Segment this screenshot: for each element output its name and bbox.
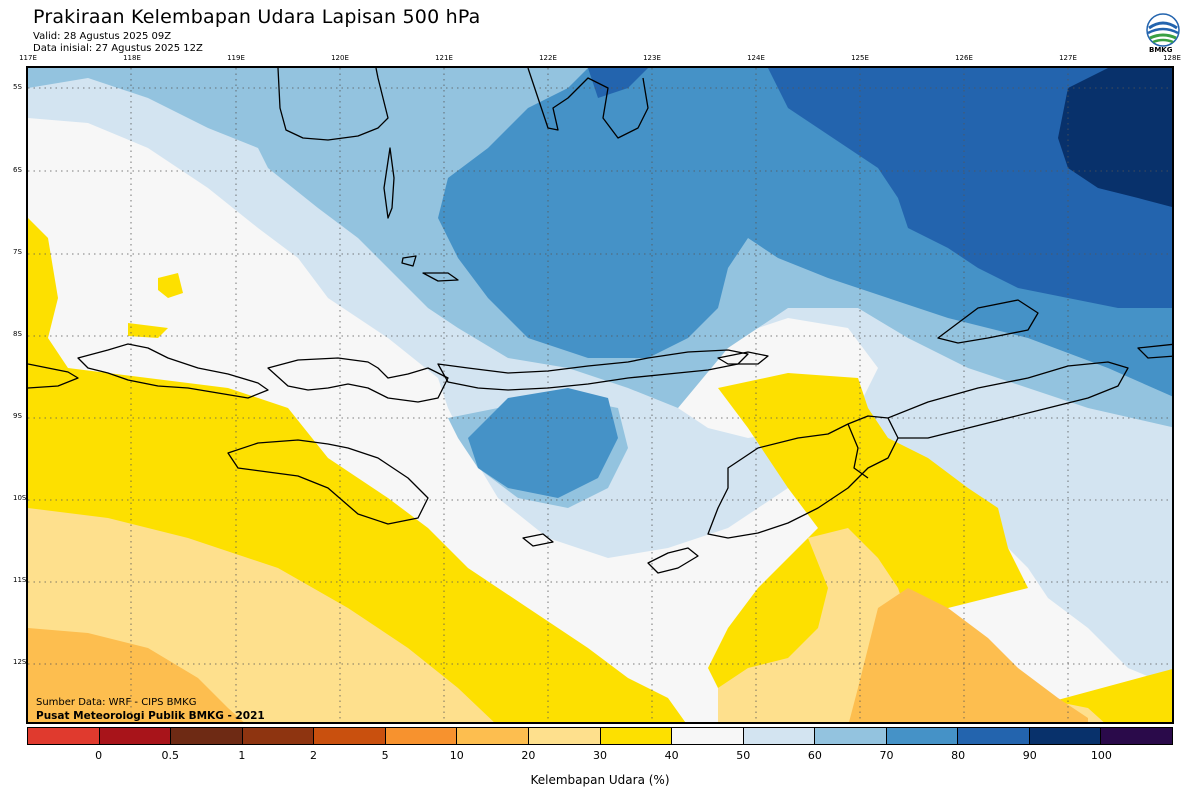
colorbar-segment (242, 728, 315, 744)
colorbar-segment (815, 728, 887, 744)
colorbar-segment (528, 728, 601, 744)
coast-timor (707, 415, 899, 539)
colorbar-segment (385, 728, 458, 744)
coast-lombok (77, 343, 269, 399)
coast-timor-east (887, 361, 1129, 439)
colorbar-tick-label: 60 (807, 749, 822, 762)
lat-label-12s: 12S (13, 658, 27, 666)
lat-label-11s: 11S (13, 576, 27, 584)
colorbar-tick-label: 80 (951, 749, 966, 762)
coast-kabaena (422, 272, 459, 282)
colorbar-tick-label: 0.5 (161, 749, 180, 762)
lon-label-122e: 122E (539, 54, 557, 62)
colorbar-tick-label: 30 (593, 749, 607, 762)
coast-bali (28, 363, 79, 389)
coast-selayar (383, 147, 395, 219)
lon-label-118e: 118E (123, 54, 141, 62)
colorbar-tick-label: 1 (238, 749, 246, 762)
colorbar-tick-label: 20 (521, 749, 536, 762)
lon-label-120e: 120E (331, 54, 349, 62)
colorbar-tick-label: 90 (1022, 749, 1037, 762)
bmkg-logo-icon (1146, 13, 1180, 47)
lat-label-8s: 8S (13, 330, 22, 338)
colorbar (27, 727, 1173, 745)
publisher-text: Pusat Meteorologi Publik BMKG - 2021 (36, 710, 265, 722)
colorbar-segment (958, 728, 1030, 744)
colorbar-tick-label: 40 (664, 749, 679, 762)
rh-90-100-ne (588, 68, 648, 98)
lon-label-123e: 123E (643, 54, 661, 62)
coast-babar (1137, 343, 1172, 359)
colorbar-title: Kelembapan Udara (%) (530, 773, 670, 787)
coast-flores (437, 349, 749, 391)
lat-label-6s: 6S (13, 166, 22, 174)
rh-20-30-sw (28, 628, 244, 722)
rh-100 (1058, 68, 1172, 207)
colorbar-segment (99, 728, 172, 744)
colorbar-tick-label: 0 (95, 749, 103, 762)
colorbar-segment (1101, 728, 1172, 744)
initial-time: Data inisial: 27 Agustus 2025 12Z (33, 43, 203, 54)
colorbar-tick-label: 70 (879, 749, 894, 762)
colorbar-segment (672, 728, 744, 744)
lat-label-10s: 10S (13, 494, 27, 502)
colorbar-tick-label: 5 (381, 749, 389, 762)
rh-40-50-islet1 (158, 273, 183, 298)
coast-wetar (937, 299, 1039, 344)
colorbar-segment (171, 728, 243, 744)
coast-sumbawa (267, 357, 449, 403)
colorbar-segment (28, 728, 100, 744)
valid-time: Valid: 28 Agustus 2025 09Z (33, 31, 172, 42)
coast-tanahjampea (401, 255, 417, 267)
bmkg-logo-text: BMKG (1149, 46, 1173, 54)
colorbar-segment (886, 728, 959, 744)
colorbar-segment (600, 728, 673, 744)
colorbar-segment (743, 728, 816, 744)
lat-label-5s: 5S (13, 83, 22, 91)
colorbar-tick-label: 2 (310, 749, 317, 762)
colorbar-tick-label: 100 (1090, 749, 1112, 762)
colorbar-segment (1029, 728, 1102, 744)
coast-savu (522, 533, 554, 547)
lon-label-121e: 121E (435, 54, 453, 62)
lat-label-7s: 7S (13, 248, 22, 256)
coast-sumba (227, 439, 429, 525)
colorbar-tick-label: 50 (736, 749, 751, 762)
humidity-field (28, 68, 1172, 722)
lon-label-127e: 127E (1059, 54, 1077, 62)
coast-rote (647, 547, 699, 574)
humidity-map (26, 66, 1174, 724)
colorbar-segment (314, 728, 386, 744)
rh-20-30-se (849, 588, 1088, 722)
lon-label-124e: 124E (747, 54, 765, 62)
source-text: Sumber Data: WRF - CIPS BMKG (36, 697, 197, 708)
lon-label-128e: 128E (1163, 54, 1181, 62)
rh-40-50-islet2 (128, 323, 168, 338)
lat-label-9s: 9S (13, 412, 22, 420)
coastlines (28, 68, 1172, 574)
border-timor (847, 423, 869, 479)
coast-sulawesi-south (277, 68, 389, 141)
map-title: Prakiraan Kelembapan Udara Lapisan 500 h… (33, 6, 481, 28)
lon-label-117e: 117E (19, 54, 37, 62)
colorbar-tick-label: 10 (449, 749, 464, 762)
rh-80-90-south (468, 388, 618, 498)
lon-label-119e: 119E (227, 54, 245, 62)
lon-label-126e: 126E (955, 54, 973, 62)
lon-label-125e: 125E (851, 54, 869, 62)
colorbar-segment (457, 728, 529, 744)
coast-buton (527, 68, 649, 139)
